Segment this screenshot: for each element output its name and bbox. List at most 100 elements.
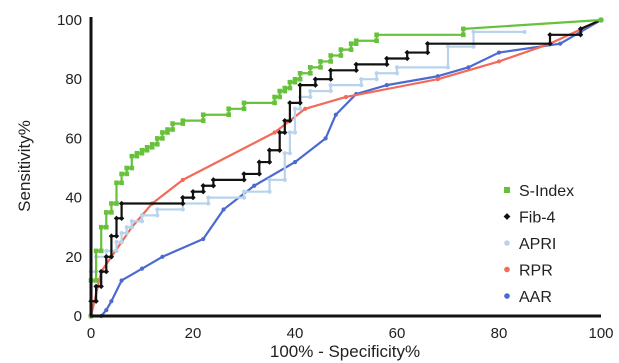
x-tick-label: 80 bbox=[491, 325, 508, 342]
legend-marker-rpr bbox=[504, 266, 510, 273]
data-point-fib-4 bbox=[404, 55, 410, 62]
data-point-apri bbox=[374, 77, 379, 82]
data-point-s-index bbox=[119, 180, 124, 186]
y-tick-label: 40 bbox=[65, 190, 82, 207]
data-point-s-index bbox=[328, 53, 333, 58]
data-point-apri bbox=[308, 94, 313, 100]
data-point-rpr bbox=[303, 106, 308, 111]
data-point-fib-4 bbox=[424, 49, 431, 56]
data-point-s-index bbox=[241, 100, 247, 106]
data-point-s-index bbox=[144, 144, 150, 150]
data-point-s-index bbox=[277, 94, 282, 100]
data-point-aar bbox=[104, 307, 109, 313]
legend-label-aar: AAR bbox=[519, 289, 552, 306]
legend-marker-s-index bbox=[504, 187, 510, 193]
data-point-aar bbox=[496, 50, 502, 55]
data-point-fib-4 bbox=[547, 40, 553, 47]
series-line-apri bbox=[89, 30, 525, 316]
y-tick-label: 0 bbox=[74, 308, 82, 325]
data-point-fib-4 bbox=[108, 254, 115, 260]
data-point-fib-4 bbox=[118, 215, 125, 222]
data-point-s-index bbox=[149, 142, 155, 147]
data-point-s-index bbox=[353, 38, 359, 44]
data-point-s-index bbox=[160, 136, 165, 141]
data-point-s-index bbox=[226, 106, 231, 112]
data-point-apri bbox=[374, 71, 379, 76]
data-point-fib-4 bbox=[180, 200, 186, 207]
legend-marker-aar bbox=[504, 293, 510, 299]
data-point-apri bbox=[359, 83, 364, 88]
y-axis-title: Sensitivity% bbox=[15, 120, 34, 212]
data-point-fib-4 bbox=[287, 100, 293, 106]
data-point-s-index bbox=[144, 147, 150, 153]
data-point-s-index bbox=[374, 38, 379, 44]
data-point-fib-4 bbox=[353, 61, 359, 68]
data-point-fib-4 bbox=[287, 117, 293, 124]
data-point-s-index bbox=[461, 26, 466, 32]
x-tick-label: 40 bbox=[287, 325, 304, 342]
data-point-s-index bbox=[93, 278, 99, 283]
data-point-s-index bbox=[93, 248, 99, 254]
data-point-fib-4 bbox=[384, 55, 390, 62]
data-point-apri bbox=[206, 201, 211, 206]
data-point-fib-4 bbox=[282, 117, 288, 124]
data-point-fib-4 bbox=[108, 233, 115, 239]
data-point-apri bbox=[129, 219, 134, 224]
data-point-apri bbox=[287, 151, 292, 156]
data-point-s-index bbox=[328, 59, 333, 64]
data-point-fib-4 bbox=[93, 283, 99, 290]
data-point-s-index bbox=[292, 79, 298, 85]
data-point-apri bbox=[139, 213, 145, 218]
data-point-fib-4 bbox=[98, 283, 104, 290]
legend-label-apri: APRI bbox=[519, 236, 556, 253]
data-point-fib-4 bbox=[113, 215, 120, 222]
data-point-apri bbox=[394, 65, 400, 70]
x-tick-label: 0 bbox=[87, 325, 95, 342]
data-point-s-index bbox=[272, 100, 277, 106]
data-point-s-index bbox=[134, 153, 140, 159]
data-point-aar bbox=[201, 236, 206, 242]
data-point-apri bbox=[328, 88, 333, 94]
data-point-s-index bbox=[155, 136, 160, 141]
data-point-fib-4 bbox=[277, 129, 283, 136]
data-point-apri bbox=[206, 195, 211, 200]
data-point-fib-4 bbox=[547, 32, 553, 38]
data-point-apri bbox=[129, 225, 134, 230]
y-tick-label: 80 bbox=[65, 71, 82, 88]
data-point-s-index bbox=[292, 76, 298, 82]
data-point-rpr bbox=[180, 177, 185, 182]
data-point-apri bbox=[155, 207, 160, 212]
data-point-fib-4 bbox=[404, 49, 410, 56]
data-point-s-index bbox=[109, 210, 114, 215]
data-point-s-index bbox=[277, 88, 282, 94]
data-point-apri bbox=[282, 151, 287, 156]
data-point-fib-4 bbox=[180, 194, 186, 201]
data-point-s-index bbox=[139, 150, 145, 156]
data-point-s-index bbox=[160, 130, 165, 135]
data-point-s-index bbox=[155, 142, 160, 147]
x-tick-label: 20 bbox=[185, 325, 202, 342]
data-point-s-index bbox=[318, 59, 323, 64]
data-point-aar bbox=[139, 266, 145, 271]
data-point-s-index bbox=[338, 47, 344, 52]
data-point-fib-4 bbox=[297, 100, 303, 106]
x-tick-label: 100 bbox=[588, 325, 613, 342]
data-point-fib-4 bbox=[103, 268, 109, 275]
data-point-apri bbox=[445, 44, 451, 49]
data-point-fib-4 bbox=[113, 233, 120, 239]
data-point-fib-4 bbox=[266, 147, 273, 153]
data-point-fib-4 bbox=[93, 298, 99, 304]
data-point-s-index bbox=[139, 147, 145, 153]
data-point-s-index bbox=[114, 201, 119, 206]
data-point-apri bbox=[114, 239, 119, 245]
data-point-fib-4 bbox=[210, 183, 217, 189]
data-point-apri bbox=[241, 195, 247, 200]
data-point-aar bbox=[292, 159, 298, 165]
data-point-s-index bbox=[226, 112, 231, 118]
data-point-aar bbox=[221, 207, 226, 212]
data-point-apri bbox=[522, 29, 527, 34]
data-point-s-index bbox=[124, 171, 129, 177]
data-point-apri bbox=[292, 106, 298, 111]
data-point-s-index bbox=[348, 47, 354, 52]
data-point-rpr bbox=[435, 77, 440, 82]
